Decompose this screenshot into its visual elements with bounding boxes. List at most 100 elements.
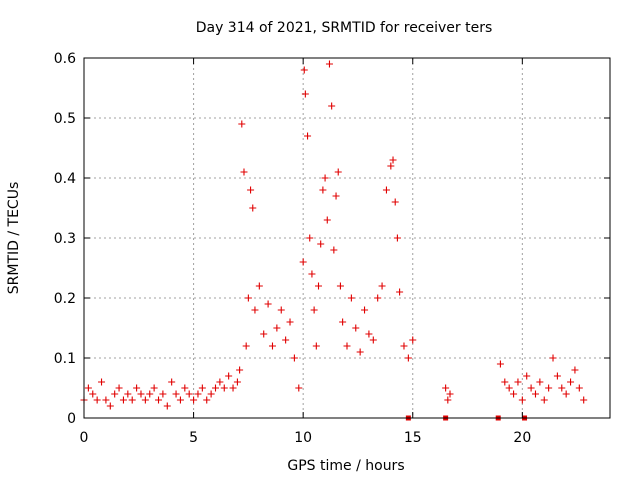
data-point <box>119 396 127 404</box>
data-point <box>216 378 224 386</box>
data-point <box>244 294 252 302</box>
data-point <box>304 132 312 140</box>
data-point <box>181 384 189 392</box>
data-point <box>225 372 233 380</box>
data-point <box>531 390 539 398</box>
data-point <box>332 192 340 200</box>
data-point <box>229 384 237 392</box>
plot-frame <box>83 57 611 419</box>
data-point <box>361 306 369 314</box>
data-point <box>150 384 158 392</box>
data-point <box>260 330 268 338</box>
data-point <box>233 378 241 386</box>
x-tick-label: 10 <box>294 430 312 446</box>
data-point <box>553 372 561 380</box>
data-point <box>396 288 404 296</box>
data-point <box>155 396 163 404</box>
data-point <box>339 318 347 326</box>
data-point <box>558 384 566 392</box>
data-point <box>382 186 390 194</box>
data-point <box>238 120 246 128</box>
data-point <box>374 294 382 302</box>
y-tick-label: 0.5 <box>54 111 76 127</box>
data-point <box>128 396 136 404</box>
data-point <box>496 360 504 368</box>
data-point <box>347 294 355 302</box>
data-point <box>330 246 338 254</box>
data-point <box>317 240 325 248</box>
data-point <box>240 168 248 176</box>
data-point <box>308 270 316 278</box>
data-point <box>343 342 351 350</box>
data-point <box>389 156 397 164</box>
data-point <box>365 330 373 338</box>
data-point <box>203 396 211 404</box>
x-tick-label: 15 <box>404 430 422 446</box>
data-point <box>268 342 276 350</box>
data-point <box>400 342 408 350</box>
y-tick-label: 0.2 <box>54 291 76 307</box>
data-point <box>562 390 570 398</box>
data-point <box>198 384 206 392</box>
data-point <box>356 348 364 356</box>
data-point <box>580 396 588 404</box>
data-point <box>501 378 509 386</box>
data-point <box>444 396 452 404</box>
x-axis-label: GPS time / hours <box>287 458 404 474</box>
y-tick-label: 0.4 <box>54 171 76 187</box>
data-point <box>124 390 132 398</box>
data-point <box>190 396 198 404</box>
data-point <box>334 168 342 176</box>
data-point <box>319 186 327 194</box>
x-tick-label: 5 <box>189 430 198 446</box>
data-point <box>168 378 176 386</box>
data-point <box>212 384 219 392</box>
data-point <box>194 390 202 398</box>
data-point <box>391 198 399 206</box>
data-point <box>325 60 333 68</box>
data-point <box>273 324 281 332</box>
data-point <box>446 390 454 398</box>
data-point <box>251 306 259 314</box>
axis-ticks <box>83 57 610 419</box>
data-point <box>571 366 579 374</box>
x-tick-label: 0 <box>80 430 89 446</box>
data-point <box>312 342 320 350</box>
data-point <box>133 384 141 392</box>
data-point <box>393 234 401 242</box>
data-point <box>323 216 331 224</box>
data-point <box>336 282 344 290</box>
data-point <box>523 372 531 380</box>
data-point <box>527 384 535 392</box>
y-tick-label: 0.3 <box>54 231 76 247</box>
data-point <box>299 258 307 266</box>
data-point <box>310 306 318 314</box>
data-point <box>185 390 193 398</box>
data-point <box>442 384 450 392</box>
data-point <box>172 390 180 398</box>
data-point <box>300 66 308 74</box>
data-point <box>220 384 228 392</box>
data-point <box>518 396 526 404</box>
data-point <box>409 336 417 344</box>
y-tick-label: 0.6 <box>54 51 76 67</box>
data-point <box>352 324 360 332</box>
tick-labels: 0 0.1 0.2 0.3 0.4 0.5 0.6 0 5 10 15 20 <box>54 51 532 446</box>
y-tick-label: 0.1 <box>54 351 76 367</box>
x-tick-label: 20 <box>513 430 531 446</box>
data-point <box>545 384 553 392</box>
data-point <box>98 378 106 386</box>
data-point <box>93 396 101 404</box>
data-point <box>236 366 244 374</box>
data-point <box>567 378 575 386</box>
data-point <box>369 336 377 344</box>
chart-title: Day 314 of 2021, SRMTID for receiver ter… <box>196 20 493 36</box>
data-point <box>111 390 119 398</box>
data-point <box>295 384 303 392</box>
data-point <box>510 390 518 398</box>
data-point <box>301 90 309 98</box>
data-point <box>102 396 110 404</box>
data-point <box>264 300 272 308</box>
data-point <box>575 384 583 392</box>
